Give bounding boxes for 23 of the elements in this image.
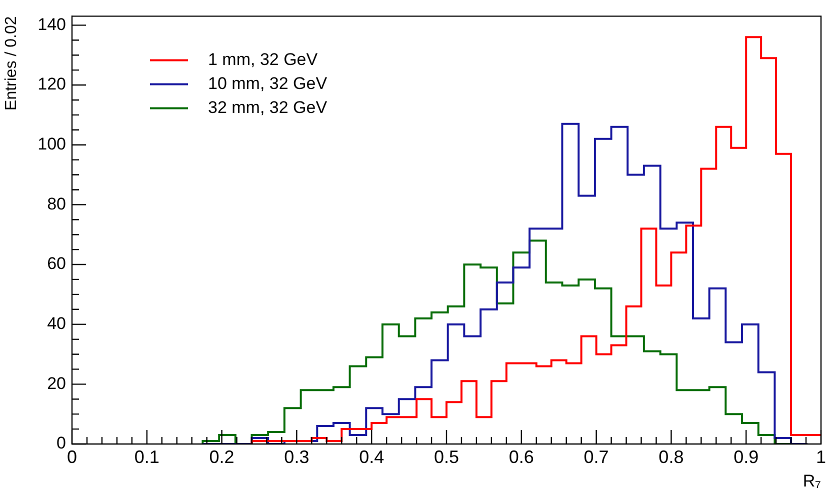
- y-tick-label: 60: [47, 254, 66, 274]
- y-tick-label: 120: [38, 74, 66, 94]
- x-tick-label: 1: [816, 446, 826, 467]
- y-tick-label: 0: [56, 434, 66, 453]
- x-tick-label: 0.8: [658, 446, 684, 467]
- x-axis-title: R₇: [802, 471, 822, 490]
- legend-label: 10 mm, 32 GeV: [208, 74, 328, 93]
- y-tick-label: 40: [47, 314, 66, 334]
- x-tick-label: 0.9: [734, 446, 759, 467]
- x-tick-label: 0.3: [284, 446, 310, 467]
- x-tick-label: 0.6: [508, 446, 534, 467]
- legend-label: 1 mm, 32 GeV: [208, 50, 318, 69]
- x-tick-label: 0.2: [209, 446, 234, 467]
- y-tick-label: 20: [47, 374, 66, 393]
- x-tick-label: 0.7: [584, 446, 609, 467]
- y-tick-label: 100: [38, 134, 66, 154]
- y-axis-title: Entries / 0.02: [3, 16, 20, 110]
- x-tick-label: 0.4: [359, 446, 384, 467]
- legend-label: 32 mm, 32 GeV: [208, 98, 328, 117]
- x-tick-label: 0.5: [434, 446, 460, 467]
- y-tick-label: 140: [38, 14, 66, 34]
- y-tick-label: 80: [47, 194, 66, 214]
- x-tick-label: 0.1: [134, 446, 160, 467]
